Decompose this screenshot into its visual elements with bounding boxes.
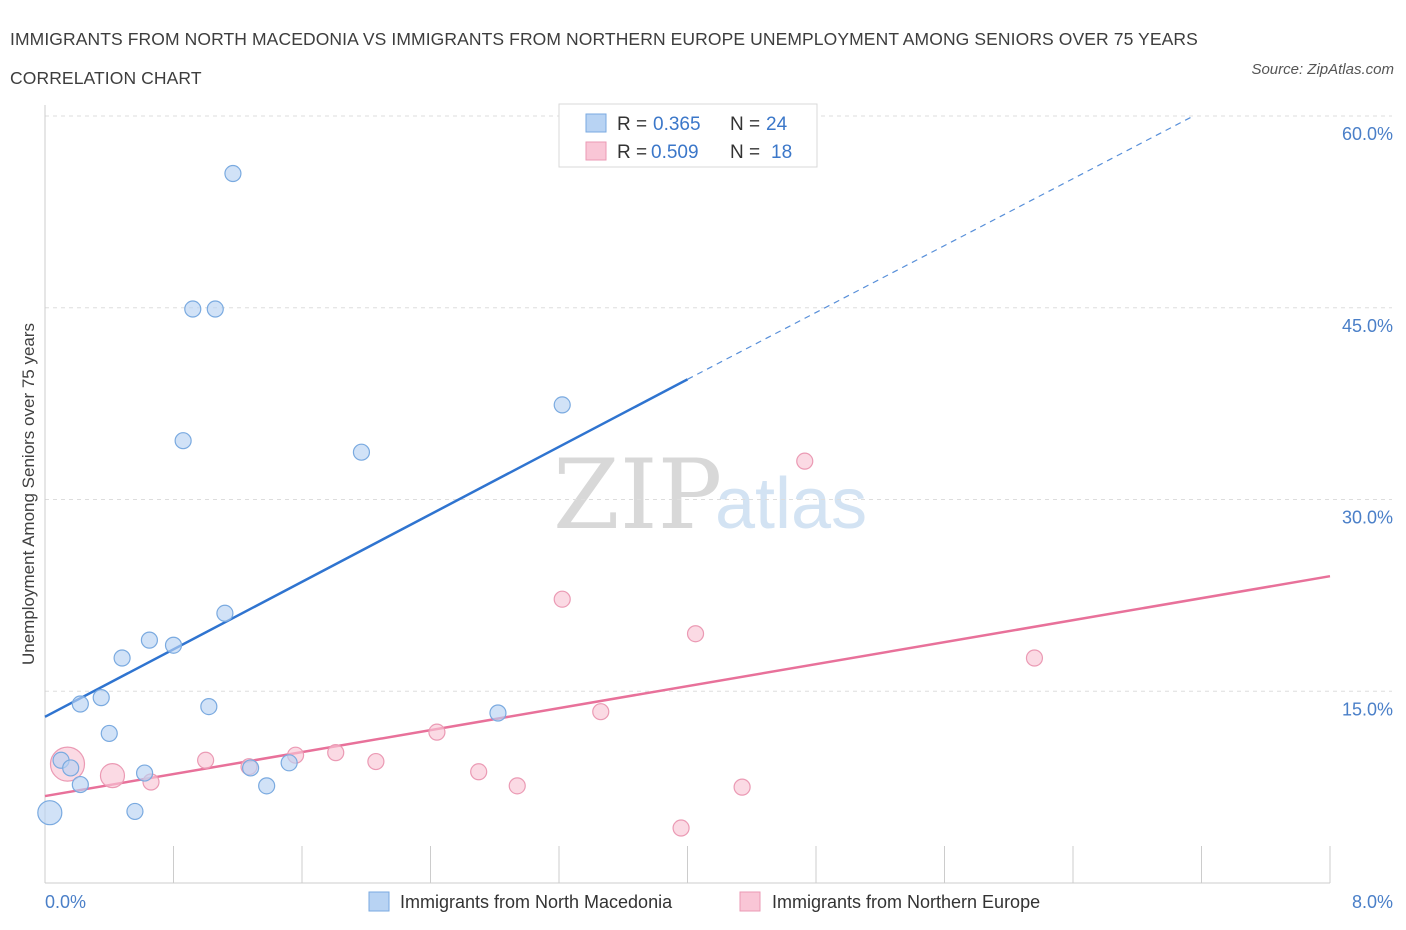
y-tick-label: 30.0% bbox=[1342, 508, 1393, 528]
x-axis-ticks bbox=[44, 846, 1331, 883]
data-point-pink bbox=[327, 744, 345, 762]
series-legend-swatch-pink bbox=[739, 891, 761, 912]
legend-n-label-blue: N = bbox=[730, 114, 760, 135]
gridlines bbox=[45, 115, 1392, 692]
legend-n-value-blue: 24 bbox=[766, 114, 788, 135]
data-point-blue bbox=[100, 724, 118, 743]
data-point-blue bbox=[553, 396, 571, 414]
data-point-pink bbox=[197, 751, 215, 769]
legend-n-label-pink: N = bbox=[730, 142, 760, 163]
legend-n-value-pink: 18 bbox=[771, 142, 792, 163]
data-point-blue bbox=[140, 631, 159, 649]
data-point-pink bbox=[672, 819, 690, 837]
series-legend-label-blue: Immigrants from North Macedonia bbox=[400, 892, 673, 912]
data-point-pink bbox=[508, 777, 526, 795]
data-point-blue bbox=[280, 754, 298, 772]
series-legend: Immigrants from North Macedonia Immigran… bbox=[368, 891, 1040, 912]
data-point-pink bbox=[1025, 649, 1044, 667]
data-point-blue bbox=[224, 164, 242, 183]
data-point-blue bbox=[489, 704, 507, 722]
trend-line-pink bbox=[44, 574, 1331, 798]
data-point-pink bbox=[592, 703, 610, 721]
data-point-blue bbox=[258, 777, 276, 795]
data-point-pink bbox=[553, 590, 571, 608]
trend-lines bbox=[44, 115, 1331, 798]
y-tick-labels: 15.0% 30.0% 45.0% 60.0% bbox=[1342, 124, 1393, 719]
y-axis-label: Unemployment Among Seniors over 75 years bbox=[19, 323, 38, 665]
data-point-blue bbox=[200, 697, 218, 716]
source-credit: Source: ZipAtlas.com bbox=[1251, 61, 1394, 78]
data-point-pink bbox=[686, 625, 705, 643]
data-point-blue bbox=[37, 800, 63, 826]
data-point-blue bbox=[126, 802, 144, 821]
y-tick-label: 45.0% bbox=[1342, 316, 1393, 336]
series-legend-swatch-blue bbox=[368, 891, 390, 912]
trend-line-blue-extension bbox=[687, 115, 1194, 380]
data-point-blue bbox=[216, 604, 234, 622]
data-point-blue bbox=[135, 764, 154, 782]
data-point-blue bbox=[174, 432, 192, 450]
correlation-legend: R = 0.365 N = 24 R = 0.509 N = 18 bbox=[558, 103, 818, 168]
data-point-blue bbox=[242, 759, 260, 777]
legend-swatch-blue bbox=[585, 113, 607, 133]
y-tick-label: 15.0% bbox=[1342, 699, 1393, 719]
data-point-blue bbox=[164, 636, 183, 654]
legend-r-value-blue: 0.365 bbox=[653, 114, 701, 135]
data-point-pink bbox=[470, 763, 488, 781]
watermark-atlas: atlas bbox=[715, 464, 867, 544]
data-point-pink bbox=[733, 778, 751, 796]
series-legend-label-pink: Immigrants from Northern Europe bbox=[772, 892, 1040, 912]
data-point-blue bbox=[352, 443, 371, 461]
x-tick-label-min: 0.0% bbox=[45, 892, 86, 912]
data-point-blue bbox=[71, 695, 89, 713]
data-point-blue bbox=[206, 300, 224, 318]
watermark-zip: ZIP bbox=[553, 439, 722, 551]
data-point-blue bbox=[71, 775, 89, 794]
data-point-blue bbox=[113, 649, 131, 667]
data-point-pink bbox=[367, 752, 385, 771]
data-points bbox=[37, 164, 1044, 837]
legend-swatch-pink bbox=[585, 141, 607, 161]
data-point-blue bbox=[184, 300, 202, 318]
legend-r-value-pink: 0.509 bbox=[651, 142, 699, 163]
data-point-pink bbox=[428, 723, 446, 741]
data-point-blue bbox=[62, 759, 80, 777]
legend-r-label-blue: R = bbox=[617, 114, 647, 135]
trend-line-blue bbox=[44, 378, 689, 718]
y-tick-label: 60.0% bbox=[1342, 124, 1393, 144]
legend-r-label-pink: R = bbox=[617, 142, 647, 163]
data-point-blue bbox=[92, 689, 110, 707]
x-tick-label-max: 8.0% bbox=[1352, 892, 1393, 912]
data-point-pink bbox=[99, 763, 126, 789]
chart-title: IMMIGRANTS FROM NORTH MACEDONIA VS IMMIG… bbox=[10, 29, 1198, 88]
data-point-pink bbox=[796, 452, 814, 470]
